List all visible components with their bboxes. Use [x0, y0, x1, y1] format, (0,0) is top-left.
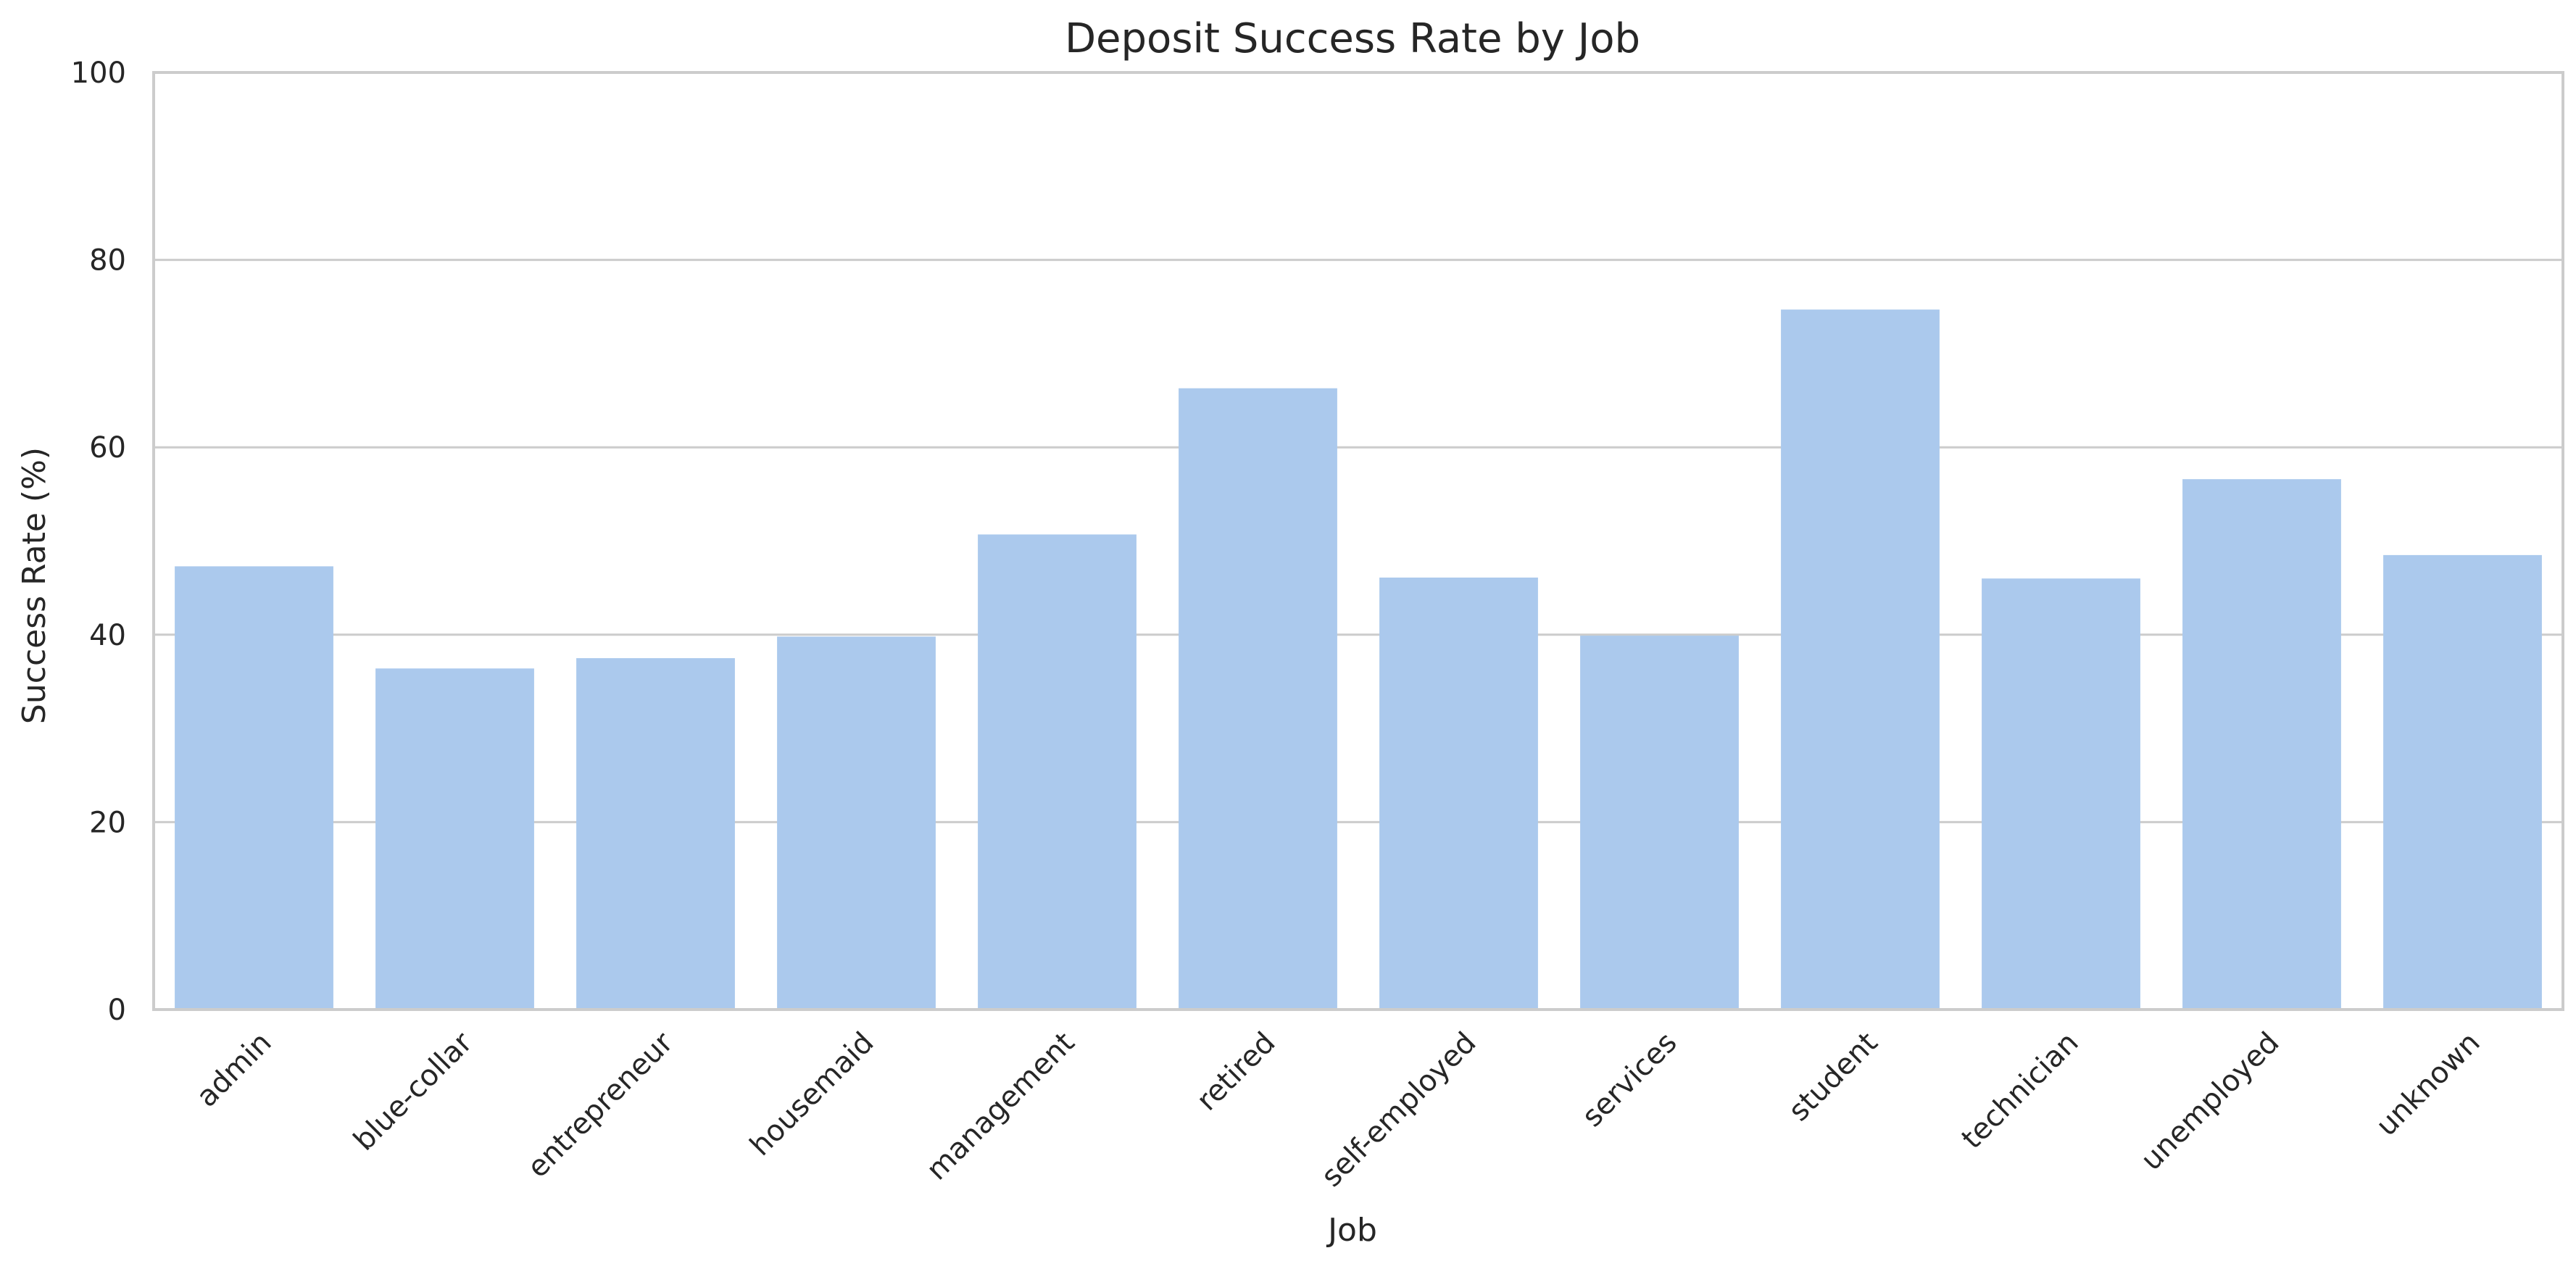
bar-unknown [2383, 554, 2542, 1010]
y-tick-label: 60 [89, 431, 126, 465]
y-axis-label: Success Rate (%) [16, 447, 53, 724]
bar-services [1580, 636, 1739, 1010]
bar-self-employed [1379, 577, 1538, 1010]
y-tick-labels: 0 20 40 60 80 100 [71, 57, 126, 1027]
bar-management [978, 534, 1137, 1010]
bars [175, 309, 2542, 1010]
y-tick-label: 0 [108, 994, 126, 1027]
bar-student [1781, 309, 1940, 1010]
y-tick-label: 100 [71, 57, 126, 90]
y-tick-label: 40 [89, 619, 126, 652]
bar-entrepreneur [576, 658, 735, 1010]
plot-frame [152, 71, 2564, 1011]
bar-retired [1179, 388, 1337, 1010]
bar-technician [1982, 578, 2140, 1010]
chart-title: Deposit Success Rate by Job [1065, 15, 1640, 62]
y-tick-label: 80 [89, 244, 126, 278]
grid-lines [154, 259, 2563, 823]
bar-blue-collar [375, 668, 534, 1010]
bar-housemaid [777, 636, 936, 1010]
x-axis-label: Job [1326, 1212, 1377, 1249]
y-tick-label: 20 [89, 806, 126, 839]
bar-admin [175, 566, 333, 1010]
bar-unemployed [2182, 479, 2341, 1010]
